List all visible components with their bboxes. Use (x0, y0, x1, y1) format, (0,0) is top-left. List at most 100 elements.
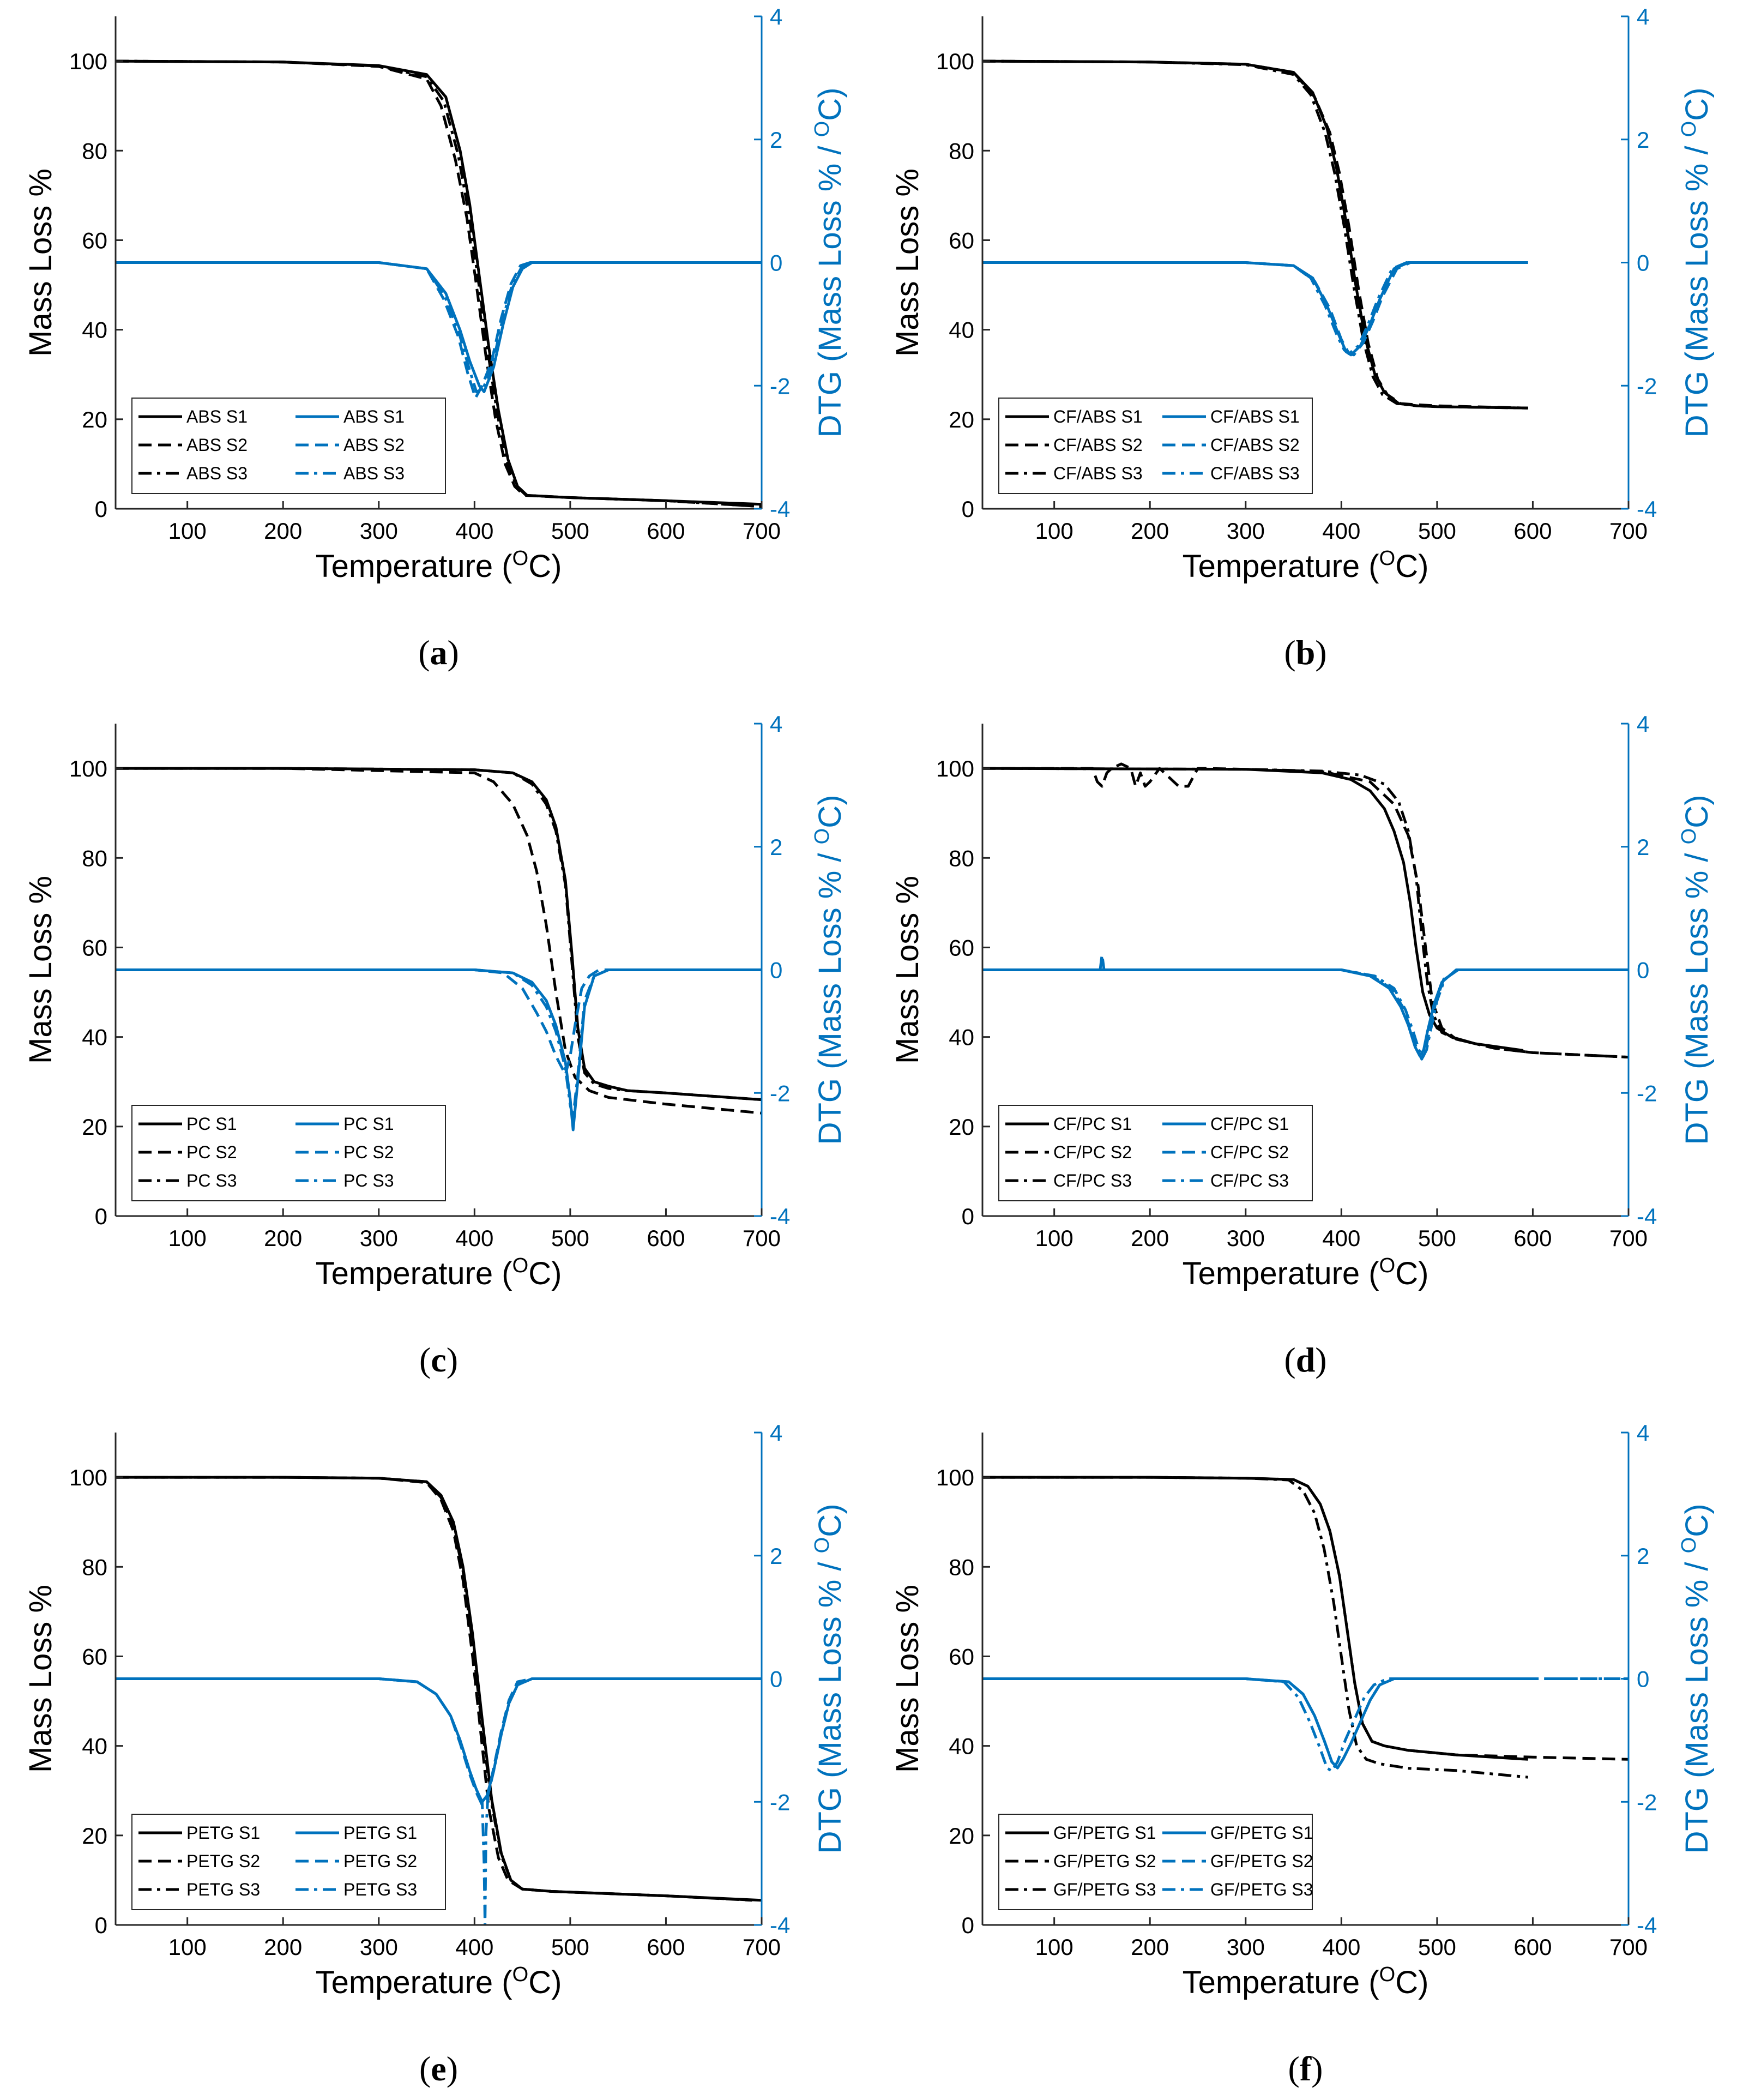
legend-label-mass: GF/PETG S3 (1053, 1880, 1156, 1899)
y-axis-label: Mass Loss % (23, 1585, 58, 1773)
legend-label-dtg: PETG S2 (343, 1851, 417, 1871)
legend-label-dtg: GF/PETG S3 (1210, 1880, 1313, 1899)
x-tick-label: 100 (168, 1225, 207, 1251)
y-axis-label: Mass Loss % (23, 876, 58, 1064)
mass-loss-line (982, 59, 1528, 410)
x-tick-label: 700 (743, 1934, 781, 1960)
x-tick-label: 100 (1035, 1934, 1073, 1960)
dtg-line (982, 1677, 1629, 1773)
chart-panel-b: 100 200 300 400 500 600 700 0 20 40 60 80 100 -4 -2 0 2 4… (890, 4, 1715, 672)
y2-tick-label: -4 (770, 1204, 790, 1229)
y2-tick-label: 4 (770, 1420, 782, 1446)
y-tick-label: 40 (82, 1734, 107, 1759)
y-tick-label: 0 (962, 1204, 974, 1229)
legend-label-dtg: PC S2 (343, 1142, 394, 1162)
legend-label-dtg: CF/PC S3 (1210, 1171, 1289, 1190)
x-axis-label: Temperature (OC) (316, 1963, 562, 2000)
dtg-line (116, 261, 762, 393)
y-tick-label: 80 (82, 1554, 107, 1580)
x-tick-label: 500 (1418, 518, 1456, 544)
y2-tick-label: -2 (1637, 373, 1657, 399)
legend-label-dtg: GF/PETG S2 (1210, 1851, 1313, 1871)
x-tick-label: 600 (1513, 1225, 1552, 1251)
dtg-line (982, 968, 1629, 1059)
legend-label-mass: PC S3 (186, 1171, 237, 1190)
x-tick-label: 300 (360, 518, 398, 544)
y-tick-label: 20 (949, 407, 974, 432)
panel-caption: (e) (419, 2049, 458, 2088)
y2-tick-label: 2 (1637, 1543, 1649, 1569)
x-axis-label: Temperature (OC) (316, 547, 562, 584)
chart-panel-c: 100 200 300 400 500 600 700 0 20 40 60 80 100 -4 -2 0 2 4… (23, 711, 848, 1379)
mass-loss-line (982, 59, 1528, 410)
y-tick-label: 100 (69, 49, 107, 74)
x-tick-label: 400 (455, 1934, 493, 1960)
x-tick-label: 200 (264, 1225, 302, 1251)
y-tick-label: 100 (936, 1465, 974, 1490)
y-tick-label: 40 (949, 1025, 974, 1050)
x-tick-label: 700 (743, 518, 781, 544)
plot-area (116, 59, 762, 508)
dtg-line (982, 261, 1528, 357)
x-tick-label: 400 (455, 1225, 493, 1251)
legend-label-dtg: PC S3 (343, 1171, 394, 1190)
y2-tick-label: 2 (1637, 127, 1649, 153)
y2-tick-label: 0 (770, 250, 782, 276)
legend-label-mass: CF/ABS S2 (1053, 435, 1143, 455)
x-tick-label: 600 (647, 1225, 685, 1251)
x-tick-label: 300 (1227, 1225, 1265, 1251)
legend-label-dtg: PETG S3 (343, 1880, 417, 1899)
y-tick-label: 60 (949, 1644, 974, 1669)
x-tick-label: 700 (1609, 1934, 1648, 1960)
plot-area (982, 59, 1528, 410)
y-tick-label: 80 (949, 1554, 974, 1580)
mass-loss-line (116, 59, 762, 508)
panel-caption: (a) (418, 633, 459, 672)
y2-tick-label: -4 (1637, 1204, 1657, 1229)
x-tick-label: 500 (551, 1934, 589, 1960)
y2-tick-label: 2 (770, 127, 782, 153)
legend-label-mass: GF/PETG S1 (1053, 1823, 1156, 1843)
x-tick-label: 700 (1609, 1225, 1648, 1251)
legend-label-mass: CF/ABS S3 (1053, 464, 1143, 483)
y2-tick-label: 4 (1637, 711, 1649, 737)
dtg-line (116, 968, 762, 1076)
legend-label-mass: CF/PC S3 (1053, 1171, 1132, 1190)
legend-label-dtg: CF/ABS S3 (1210, 464, 1300, 483)
legend-label-mass: PETG S2 (186, 1851, 260, 1871)
y-axis-label: Mass Loss % (890, 169, 925, 357)
y2-tick-label: 0 (770, 958, 782, 983)
y-axis-label: Mass Loss % (23, 169, 58, 357)
chart-panel-e: 100 200 300 400 500 600 700 0 20 40 60 80 100 -4 -2 0 2 4… (23, 1420, 848, 2088)
y2-tick-label: 2 (1637, 834, 1649, 860)
y2-axis-label: DTG (Mass Loss % / OC) (1678, 795, 1715, 1145)
mass-loss-line (116, 1476, 757, 1902)
legend-label-mass: PC S1 (186, 1114, 237, 1134)
y2-tick-label: 4 (770, 4, 782, 29)
y2-tick-label: 2 (770, 834, 782, 860)
x-tick-label: 600 (647, 1934, 685, 1960)
y2-tick-label: 0 (1637, 1666, 1649, 1692)
x-tick-label: 300 (360, 1225, 398, 1251)
x-tick-label: 400 (455, 518, 493, 544)
x-tick-label: 600 (647, 518, 685, 544)
dtg-line (982, 1677, 1629, 1770)
y-tick-label: 60 (949, 227, 974, 253)
legend-label-mass: ABS S1 (186, 407, 248, 426)
plot-area (116, 1476, 762, 1925)
legend-label-dtg: ABS S3 (343, 464, 405, 483)
y2-axis-label: DTG (Mass Loss % / OC) (811, 1504, 848, 1854)
x-tick-label: 300 (360, 1934, 398, 1960)
mass-loss-line (116, 767, 762, 1115)
legend-label-dtg: PETG S1 (343, 1823, 417, 1843)
y2-tick-label: 4 (1637, 4, 1649, 29)
mass-loss-line (982, 762, 1629, 1059)
panel-caption: (b) (1284, 633, 1326, 672)
dtg-line (116, 261, 762, 393)
y-axis-label: Mass Loss % (890, 876, 925, 1064)
x-tick-label: 500 (1418, 1934, 1456, 1960)
y2-tick-label: -2 (770, 1789, 790, 1815)
legend-label-dtg: CF/PC S1 (1210, 1114, 1289, 1134)
plot-area (116, 767, 762, 1132)
